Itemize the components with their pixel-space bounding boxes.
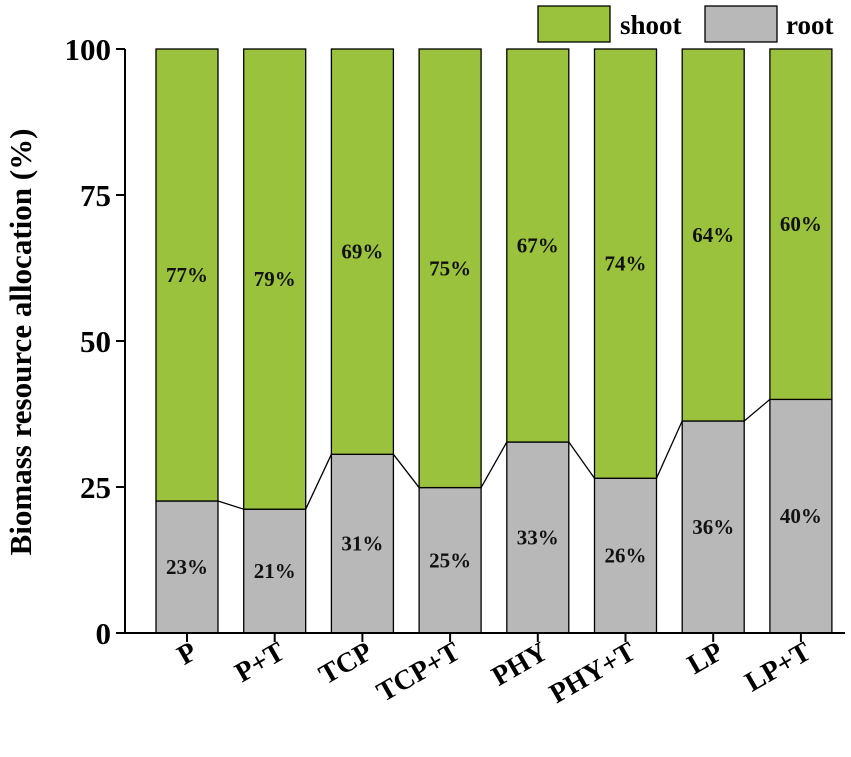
data-label-shoot-LP: 64% xyxy=(692,223,734,247)
x-tick-label-LP: LP xyxy=(682,636,728,681)
connector-line-LP xyxy=(743,398,771,422)
y-tick-label-75: 75 xyxy=(80,178,111,213)
legend-label-shoot: shoot xyxy=(620,10,682,40)
bar-shoot-TCP+T xyxy=(418,48,482,489)
y-tick-label-0: 0 xyxy=(96,616,112,651)
data-label-shoot-LP+T: 60% xyxy=(780,212,822,236)
y-tick-label-50: 50 xyxy=(80,324,111,359)
connector-line-P+T xyxy=(305,454,332,510)
data-label-root-PHY: 33% xyxy=(517,526,559,550)
bar-shoot-LP+T xyxy=(769,48,833,401)
bar-shoot-TCP xyxy=(330,48,395,455)
bar-root-LP xyxy=(681,420,745,634)
data-label-root-LP+T: 40% xyxy=(780,504,822,528)
legend-label-root: root xyxy=(786,10,834,40)
bar-shoot-LP xyxy=(681,48,745,422)
data-label-shoot-TCP+T: 75% xyxy=(429,256,471,280)
legend-swatch-root xyxy=(704,5,778,43)
connector-line-P xyxy=(217,500,244,510)
x-tick-label-P: P xyxy=(172,636,202,671)
bar-root-LP+T xyxy=(769,398,833,634)
legend: shoot root xyxy=(537,5,834,43)
bar-shoot-P+T xyxy=(243,48,307,510)
data-labels-layer: 77% 23% 79% 21% 69% 31% 75% 25% 67% 33% 74% 26% 64% 3… xyxy=(166,212,822,583)
y-axis-label: Biomass resource allocation (%) xyxy=(3,129,38,556)
x-tick-label-PHY: PHY xyxy=(487,636,554,692)
x-tick-label-P+T: P+T xyxy=(230,636,291,689)
data-label-root-P+T: 21% xyxy=(254,559,296,583)
y-tick-label-100: 100 xyxy=(65,32,112,67)
x-tick-label-TCP: TCP xyxy=(314,636,378,691)
data-label-root-P: 23% xyxy=(166,555,208,579)
bar-root-P xyxy=(155,500,219,634)
connector-line-TCP xyxy=(392,453,420,488)
data-label-shoot-PHY+T: 74% xyxy=(605,252,647,276)
x-tick-label-PHY+T: PHY+T xyxy=(544,636,641,710)
data-label-root-TCP+T: 25% xyxy=(429,548,471,572)
x-tick-label-TCP+T: TCP+T xyxy=(372,636,466,708)
legend-swatch-shoot xyxy=(537,5,611,43)
connector-line-PHY xyxy=(568,441,596,479)
data-label-root-PHY+T: 26% xyxy=(605,544,647,568)
bar-root-PHY+T xyxy=(593,477,658,634)
data-label-shoot-PHY: 67% xyxy=(517,234,559,258)
connectors-layer xyxy=(217,398,771,510)
data-label-root-TCP: 31% xyxy=(341,532,383,556)
data-label-shoot-TCP: 69% xyxy=(341,240,383,264)
data-label-root-LP: 36% xyxy=(692,515,734,539)
bar-shoot-PHY+T xyxy=(593,48,658,479)
x-tick-label-LP+T: LP+T xyxy=(740,636,817,698)
y-tick-label-25: 25 xyxy=(80,470,111,505)
data-label-shoot-P+T: 79% xyxy=(254,267,296,291)
bars-layer xyxy=(155,48,833,634)
bar-shoot-PHY xyxy=(506,48,570,443)
bar-shoot-P xyxy=(155,48,219,502)
connector-line-PHY+T xyxy=(655,420,683,479)
connector-line-TCP+T xyxy=(480,441,508,488)
data-label-shoot-P: 77% xyxy=(166,263,208,287)
